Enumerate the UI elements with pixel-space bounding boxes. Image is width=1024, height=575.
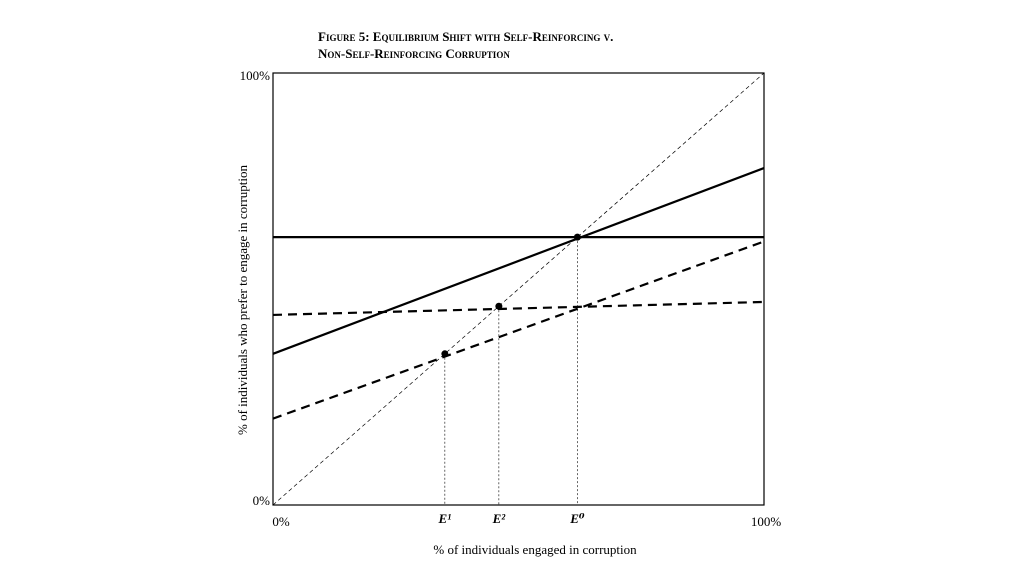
- y-tick-label: 0%: [253, 493, 271, 508]
- line: [272, 300, 765, 317]
- point-label: E¹: [438, 511, 452, 526]
- x-axis-label: % of individuals engaged in corruption: [433, 542, 637, 557]
- equilibrium-point: [573, 233, 581, 241]
- point-label: E⁰: [569, 511, 585, 526]
- line: [272, 72, 765, 506]
- x-tick-label: 100%: [751, 514, 782, 529]
- x-tick-label: 0%: [272, 514, 290, 529]
- y-tick-label: 100%: [240, 68, 271, 83]
- y-axis-label: % of individuals who prefer to engage in…: [235, 164, 250, 435]
- equilibrium-point: [495, 302, 503, 310]
- chart-title: Non-Self-Reinforcing Corruption: [318, 46, 510, 61]
- equilibrium-point: [441, 350, 449, 358]
- line: [272, 167, 765, 355]
- plot-frame: [272, 72, 765, 506]
- point-label: E²: [492, 511, 507, 526]
- line: [272, 240, 765, 420]
- chart-title: Figure 5: Equilibrium Shift with Self-Re…: [318, 29, 613, 44]
